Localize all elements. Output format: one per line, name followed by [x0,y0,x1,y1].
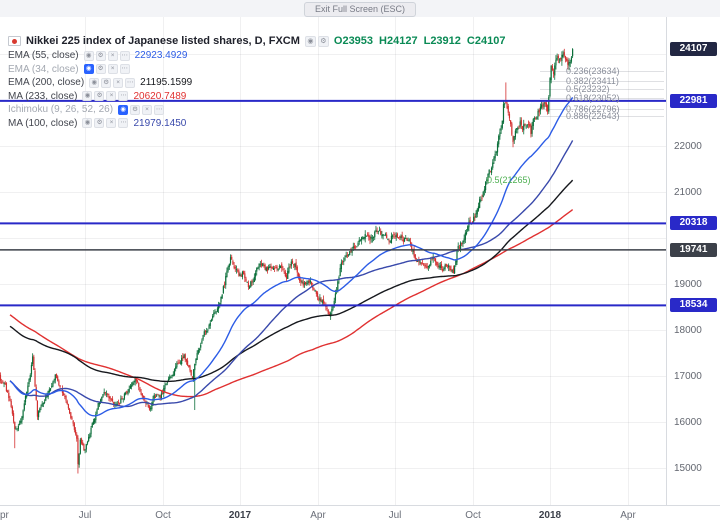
eye-icon[interactable]: ◉ [82,91,93,102]
price-tick-label: 15000 [674,462,702,474]
time-axis-label: 2018 [538,510,562,521]
indicator-value: 22923.4929 [134,50,188,62]
gear-icon[interactable]: ⚙ [101,77,112,88]
ohlc-close: C24107 [466,35,506,47]
eye-icon[interactable]: ◉ [304,35,316,47]
more-icon[interactable]: ⋯ [154,104,165,115]
indicator-row: EMA (34, close) ◉ ⚙ × ⋯ [8,63,505,77]
indicator-label: EMA (55, close) [8,50,79,62]
flag-dot-icon [12,38,17,44]
japan-flag-icon [8,36,21,46]
indicator-row: EMA (55, close) ◉ ⚙ × ⋯ 22923.4929 [8,49,505,63]
indicator-row: MA (100, close) ◉ ⚙ × ⋯ 21979.1450 [8,117,505,131]
ohlc-values: O23953 H24127 L23912 C24107 [334,35,506,47]
price-tick-label: 16000 [674,416,702,428]
level-price-badge: 22981 [670,93,717,108]
ohlc-low: L23912 [423,35,461,47]
level-price-badge: 18534 [670,298,717,313]
time-axis-label: Apr [310,510,326,521]
gear-icon[interactable]: ⚙ [95,64,106,75]
eye-icon[interactable]: ◉ [83,64,94,75]
time-axis-label: pr [0,510,9,521]
indicator-legend: Nikkei 225 index of Japanese listed shar… [8,33,505,130]
indicator-value: 21979.1450 [133,117,187,129]
indicator-value: 20620.7489 [133,90,187,102]
indicator-label: EMA (200, close) [8,77,85,89]
gear-icon[interactable]: ⚙ [94,118,105,129]
price-tick-label: 19000 [674,278,702,290]
price-tick-label: 22000 [674,140,702,152]
gear-icon[interactable]: ⚙ [130,104,141,115]
level-price-badge: 20318 [670,216,717,231]
symbol-title-row: Nikkei 225 index of Japanese listed shar… [8,33,505,49]
fullscreen-notice-bar: Exit Full Screen (ESC) [0,0,720,17]
time-axis-label: Apr [620,510,636,521]
price-axis[interactable]: 22000 21000 19000 18000 17000 16000 15000 24107… [666,0,720,505]
exit-fullscreen-button[interactable]: Exit Full Screen (ESC) [303,2,417,17]
more-icon[interactable]: ⋯ [125,77,136,88]
last-price-badge: 24107 [670,42,717,57]
indicator-label: MA (100, close) [8,117,78,129]
more-icon[interactable]: ⋯ [118,118,129,129]
indicator-label: Ichimoku (9, 26, 52, 26) [8,104,114,116]
close-icon[interactable]: × [107,50,118,61]
close-icon[interactable]: × [142,104,153,115]
indicator-row: MA (233, close) ◉ ⚙ × ⋯ 20620.7489 [8,90,505,104]
gear-icon[interactable]: ⚙ [94,91,105,102]
level-price-badge: 19741 [670,242,717,257]
ohlc-high: H24127 [379,35,418,47]
more-icon[interactable]: ⋯ [118,91,129,102]
eye-icon[interactable]: ◉ [89,77,100,88]
gear-icon[interactable]: ⚙ [317,35,329,47]
chart-title[interactable]: Nikkei 225 index of Japanese listed shar… [26,35,300,47]
time-axis-label: Oct [155,510,171,521]
time-axis-label: Oct [465,510,481,521]
ohlc-open: O23953 [333,35,374,47]
close-icon[interactable]: × [106,91,117,102]
close-icon[interactable]: × [106,118,117,129]
time-axis[interactable]: pr Jul Oct 2017 Apr Jul Oct 2018 Apr [0,505,720,525]
title-buttons: ◉ ⚙ [304,35,329,47]
price-tick-label: 18000 [674,324,702,336]
indicator-row: Ichimoku (9, 26, 52, 26) ◉ ⚙ × ⋯ [8,103,505,117]
close-icon[interactable]: × [113,77,124,88]
time-axis-label: Jul [78,510,92,521]
price-tick-label: 21000 [674,186,702,198]
eye-icon[interactable]: ◉ [82,118,93,129]
gear-icon[interactable]: ⚙ [95,50,106,61]
time-axis-label: 2017 [228,510,252,521]
eye-icon[interactable]: ◉ [118,104,129,115]
eye-icon[interactable]: ◉ [83,50,94,61]
indicator-label: MA (233, close) [8,90,78,102]
close-icon[interactable]: × [107,64,118,75]
indicator-row: EMA (200, close) ◉ ⚙ × ⋯ 21195.1599 [8,76,505,90]
time-axis-label: Jul [388,510,402,521]
more-icon[interactable]: ⋯ [119,64,130,75]
indicator-rows: EMA (55, close) ◉ ⚙ × ⋯ 22923.4929 EMA (34, cl… [8,49,505,130]
indicator-label: EMA (34, close) [8,63,79,75]
more-icon[interactable]: ⋯ [119,50,130,61]
price-tick-label: 17000 [674,370,702,382]
indicator-value: 21195.1599 [140,77,193,89]
